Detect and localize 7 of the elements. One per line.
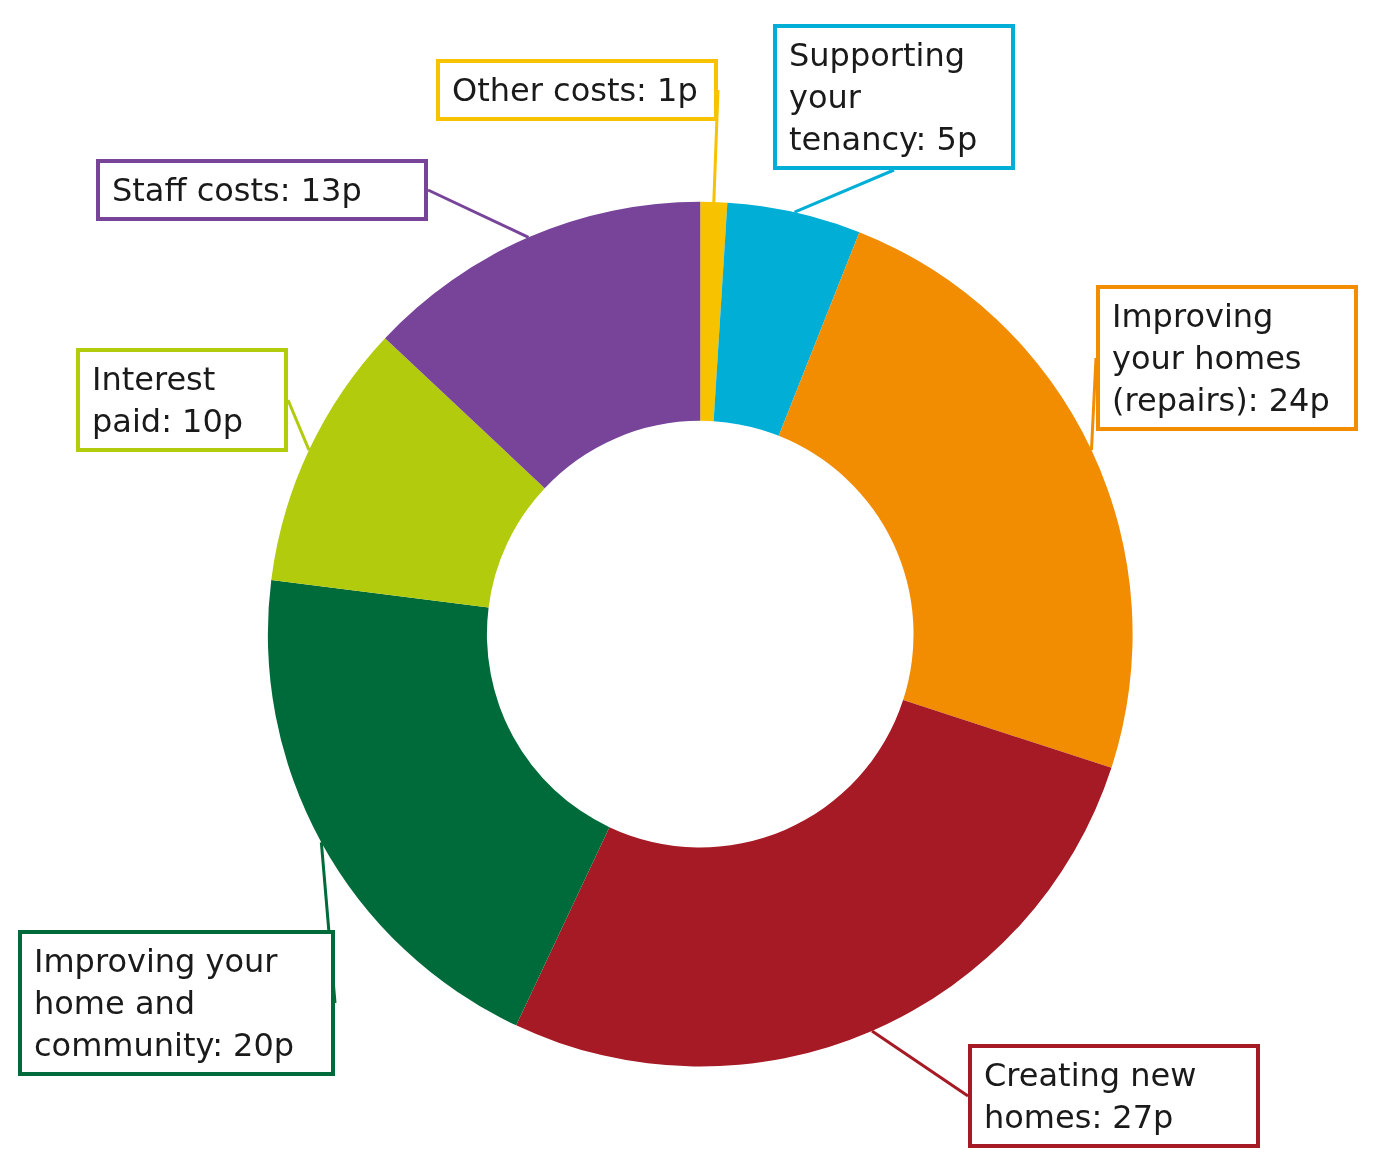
slice-label: Improving your homes (repairs): 24p [1112, 297, 1330, 419]
slice-label: Improving your home and community: 20p [34, 942, 295, 1064]
slice-label: Other costs: 1p [452, 71, 698, 109]
slice-label: Supporting your tenancy: 5p [789, 36, 978, 158]
slice-label: Creating new homes: 27p [984, 1056, 1207, 1136]
slice-label: Staff costs: 13p [112, 171, 362, 209]
slice-label: Interest paid: 10p [92, 360, 244, 440]
